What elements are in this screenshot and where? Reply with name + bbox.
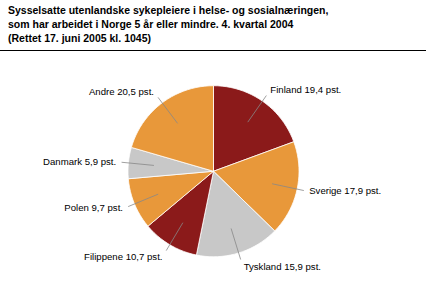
svg-text:Sverige 17,9 pst.: Sverige 17,9 pst. <box>309 185 381 196</box>
svg-text:Danmark 5,9 pst.: Danmark 5,9 pst. <box>43 156 116 167</box>
svg-text:Filippene 10,7 pst.: Filippene 10,7 pst. <box>84 251 162 262</box>
html-text:som har arbeidet i Norge 5 år: som har arbeidet i Norge 5 år eller mind… <box>8 18 294 31</box>
svg-text:Finland 19,4 pst.: Finland 19,4 pst. <box>270 83 341 94</box>
svg-text:Polen 9,7 pst.: Polen 9,7 pst. <box>64 201 123 212</box>
html-text:Sysselsatte utenlandske sykepl: Sysselsatte utenlandske sykepleiere i he… <box>8 4 329 16</box>
svg-text:Andre 20,5 pst.: Andre 20,5 pst. <box>89 85 154 96</box>
svg-text:Tyskland 15,9 pst.: Tyskland 15,9 pst. <box>244 260 321 271</box>
html-text:(Rettet 17. juni 2005 kl. 1045: (Rettet 17. juni 2005 kl. 1045) <box>8 32 151 45</box>
